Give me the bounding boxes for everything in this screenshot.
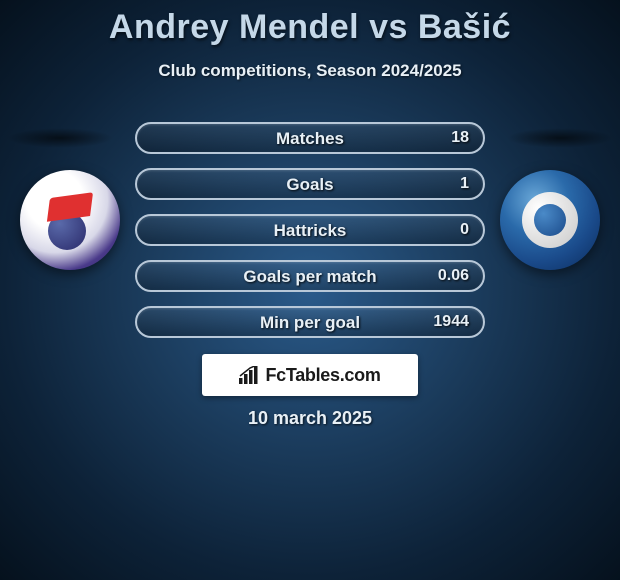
comparison-card: Andrey Mendel vs Bašić Club competitions…: [0, 0, 620, 580]
stats-list: Matches 18 Goals 1 Hattricks 0 Goals per…: [135, 122, 485, 352]
stat-right-value: 0: [460, 221, 469, 239]
stat-row-goals: Goals 1: [135, 168, 485, 200]
stat-row-min-per-goal: Min per goal 1944: [135, 306, 485, 338]
stat-right-value: 18: [451, 129, 469, 147]
footer-date: 10 march 2025: [0, 408, 620, 429]
bar-chart-icon: [239, 366, 261, 384]
brand-box: FcTables.com: [202, 354, 418, 396]
stat-right-value: 1: [460, 175, 469, 193]
team-crest-right: [500, 170, 600, 270]
stat-right-value: 0.06: [438, 267, 469, 285]
crest-shadow-left: [7, 128, 113, 148]
stat-label: Min per goal: [137, 313, 483, 333]
stat-right-value: 1944: [433, 313, 469, 331]
stat-label: Hattricks: [137, 221, 483, 241]
stat-row-matches: Matches 18: [135, 122, 485, 154]
page-subtitle: Club competitions, Season 2024/2025: [0, 61, 620, 81]
page-title: Andrey Mendel vs Bašić: [0, 0, 620, 47]
crest-shadow-right: [507, 128, 613, 148]
stat-row-hattricks: Hattricks 0: [135, 214, 485, 246]
brand-text: FcTables.com: [265, 365, 380, 386]
stat-label: Goals: [137, 175, 483, 195]
stat-row-goals-per-match: Goals per match 0.06: [135, 260, 485, 292]
team-crest-left: [20, 170, 120, 270]
stat-label: Matches: [137, 129, 483, 149]
stat-label: Goals per match: [137, 267, 483, 287]
